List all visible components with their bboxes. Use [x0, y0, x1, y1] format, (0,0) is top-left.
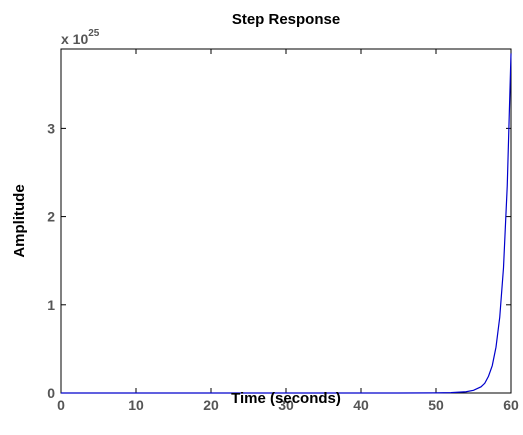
y-tick-label: 1	[47, 297, 55, 313]
y-tick-label: 0	[47, 385, 55, 401]
x-axis-ticks: 0 10 20 30 40 50 60	[57, 49, 519, 413]
x-tick-label: 50	[428, 397, 444, 413]
chart-title: Step Response	[232, 11, 340, 28]
step-response-line	[61, 53, 512, 394]
x-tick-label: 10	[128, 397, 144, 413]
x-tick-label: 30	[278, 397, 294, 413]
y-axis-label: Amplitude	[11, 184, 28, 257]
x-tick-label: 60	[503, 397, 519, 413]
y-multiplier-base: x 10	[61, 31, 88, 47]
x-tick-label: 40	[353, 397, 369, 413]
y-tick-label: 3	[47, 120, 55, 136]
y-multiplier-label: x 1025	[61, 28, 100, 47]
x-tick-label: 20	[203, 397, 219, 413]
y-tick-label: 2	[47, 209, 55, 225]
x-tick-label: 0	[57, 397, 65, 413]
y-multiplier-exponent: 25	[88, 28, 100, 39]
y-axis-ticks: 0 1 2 3	[47, 120, 511, 401]
x-axis-label: Time (seconds)	[231, 390, 341, 407]
